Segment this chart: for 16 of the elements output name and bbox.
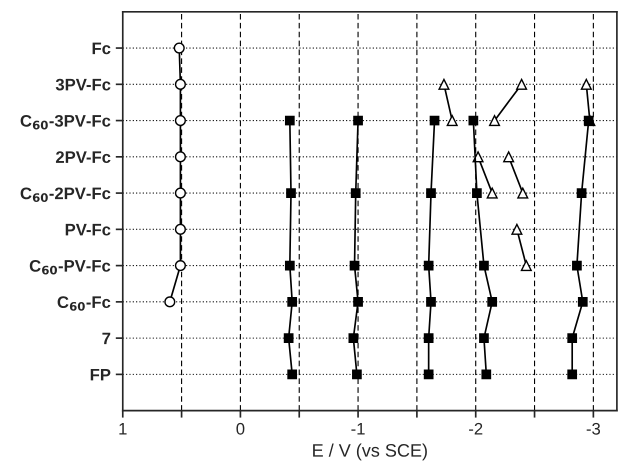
y-tick-label: C$_{60}$-Fc [58, 296, 110, 311]
y-tick-label: Fc [92, 42, 110, 54]
y-tick-label: 3PV-Fc [56, 78, 110, 91]
x-tick-label: -2 [469, 422, 482, 435]
y-tick-label: PV-Fc [66, 224, 110, 236]
y-tick-label: C$_{60}$-PV-Fc [30, 260, 110, 275]
y-tick-label: 7 [102, 332, 110, 344]
x-tick-label: 0 [236, 422, 244, 435]
x-tick-label: -3 [586, 422, 600, 435]
x-axis-title: E / V (vs SCE) [313, 444, 427, 460]
x-tick-label: -1 [351, 423, 365, 435]
y-tick-label: C$_{60}$-3PV-Fc [20, 114, 110, 130]
y-tick-label: C$_{60}$-2PV-Fc [20, 187, 110, 202]
y-tick-label: 2PV-Fc [56, 151, 110, 164]
x-tick-label: 1 [119, 423, 127, 435]
y-tick-label: FP [90, 368, 110, 380]
